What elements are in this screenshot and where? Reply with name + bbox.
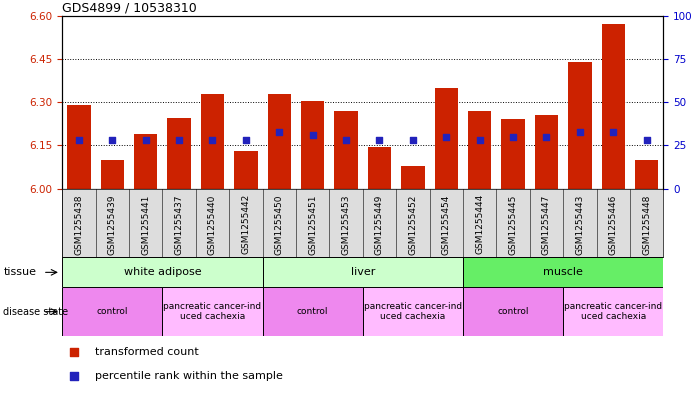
Text: disease state: disease state: [3, 307, 68, 317]
Point: [608, 129, 619, 135]
Point: [68, 373, 79, 380]
Point: [541, 134, 552, 140]
Text: GSM1255437: GSM1255437: [175, 194, 184, 255]
Point: [474, 137, 485, 143]
Bar: [134, 134, 158, 189]
Bar: [463, 257, 663, 287]
Text: GSM1255451: GSM1255451: [308, 194, 317, 255]
Text: GSM1255443: GSM1255443: [576, 194, 585, 255]
Bar: [263, 287, 363, 336]
Point: [574, 129, 585, 135]
Point: [507, 134, 518, 140]
Text: GDS4899 / 10538310: GDS4899 / 10538310: [62, 2, 197, 15]
Point: [73, 137, 84, 143]
Text: liver: liver: [350, 267, 375, 277]
Point: [140, 137, 151, 143]
Point: [641, 137, 652, 143]
Point: [207, 137, 218, 143]
Bar: [62, 257, 263, 287]
Point: [106, 137, 117, 143]
Bar: [563, 287, 663, 336]
Point: [307, 132, 318, 138]
Point: [68, 349, 79, 355]
Text: GSM1255440: GSM1255440: [208, 194, 217, 255]
Text: muscle: muscle: [543, 267, 583, 277]
Bar: [502, 119, 524, 189]
Bar: [67, 105, 91, 189]
Text: control: control: [498, 307, 529, 316]
Bar: [234, 151, 258, 189]
Text: control: control: [97, 307, 128, 316]
Bar: [101, 160, 124, 189]
Text: GSM1255452: GSM1255452: [408, 194, 417, 255]
Text: GSM1255444: GSM1255444: [475, 194, 484, 254]
Text: pancreatic cancer-ind
uced cachexia: pancreatic cancer-ind uced cachexia: [564, 302, 663, 321]
Text: transformed count: transformed count: [95, 347, 199, 357]
Bar: [401, 165, 424, 189]
Text: GSM1255446: GSM1255446: [609, 194, 618, 255]
Text: GSM1255439: GSM1255439: [108, 194, 117, 255]
Text: percentile rank within the sample: percentile rank within the sample: [95, 371, 283, 381]
Bar: [167, 118, 191, 189]
Bar: [368, 147, 391, 189]
Text: GSM1255450: GSM1255450: [275, 194, 284, 255]
Text: GSM1255448: GSM1255448: [642, 194, 651, 255]
Text: tissue: tissue: [3, 267, 37, 277]
Bar: [201, 94, 224, 189]
Bar: [162, 287, 263, 336]
Bar: [267, 94, 291, 189]
Text: pancreatic cancer-ind
uced cachexia: pancreatic cancer-ind uced cachexia: [163, 302, 262, 321]
Text: GSM1255441: GSM1255441: [141, 194, 150, 255]
Text: pancreatic cancer-ind
uced cachexia: pancreatic cancer-ind uced cachexia: [363, 302, 462, 321]
Text: control: control: [297, 307, 328, 316]
Text: GSM1255438: GSM1255438: [75, 194, 84, 255]
Bar: [334, 111, 358, 189]
Bar: [463, 287, 563, 336]
Bar: [468, 111, 491, 189]
Text: GSM1255449: GSM1255449: [375, 194, 384, 255]
Text: GSM1255453: GSM1255453: [341, 194, 350, 255]
Bar: [568, 62, 591, 189]
Text: white adipose: white adipose: [124, 267, 201, 277]
Bar: [535, 115, 558, 189]
Bar: [602, 24, 625, 189]
Text: GSM1255454: GSM1255454: [442, 194, 451, 255]
Point: [173, 137, 184, 143]
Point: [441, 134, 452, 140]
Bar: [263, 257, 463, 287]
Bar: [435, 88, 458, 189]
Point: [240, 137, 252, 143]
Text: GSM1255442: GSM1255442: [241, 194, 250, 254]
Point: [274, 129, 285, 135]
Point: [374, 137, 385, 143]
Text: GSM1255445: GSM1255445: [509, 194, 518, 255]
Point: [407, 137, 418, 143]
Bar: [62, 287, 162, 336]
Bar: [363, 287, 463, 336]
Point: [341, 137, 352, 143]
Text: GSM1255447: GSM1255447: [542, 194, 551, 255]
Bar: [635, 160, 659, 189]
Bar: [301, 101, 324, 189]
